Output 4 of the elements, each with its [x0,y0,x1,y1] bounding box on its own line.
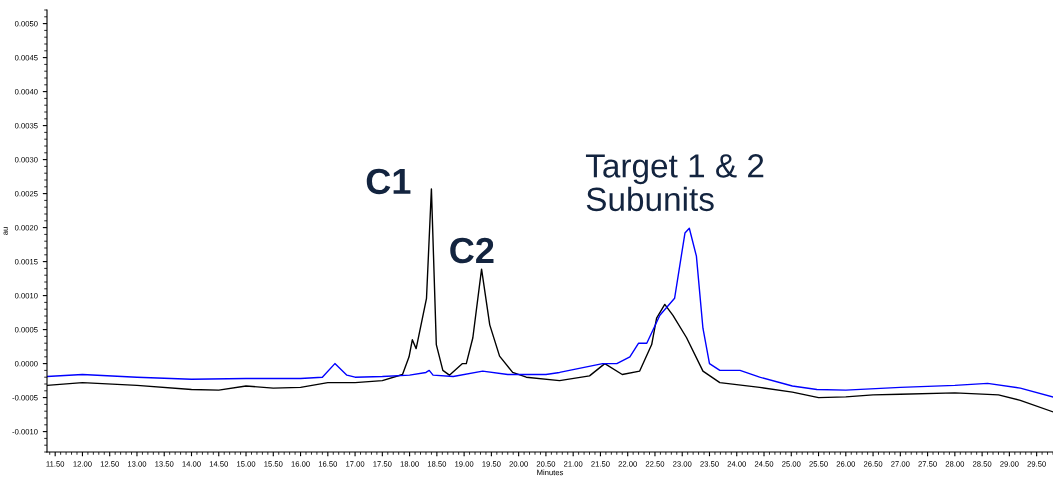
line-series [47,227,1053,398]
annotation: Target 1 & 2 Subunits [585,154,764,212]
annotation: C1 [366,168,411,195]
annotation: C2 [450,237,494,264]
